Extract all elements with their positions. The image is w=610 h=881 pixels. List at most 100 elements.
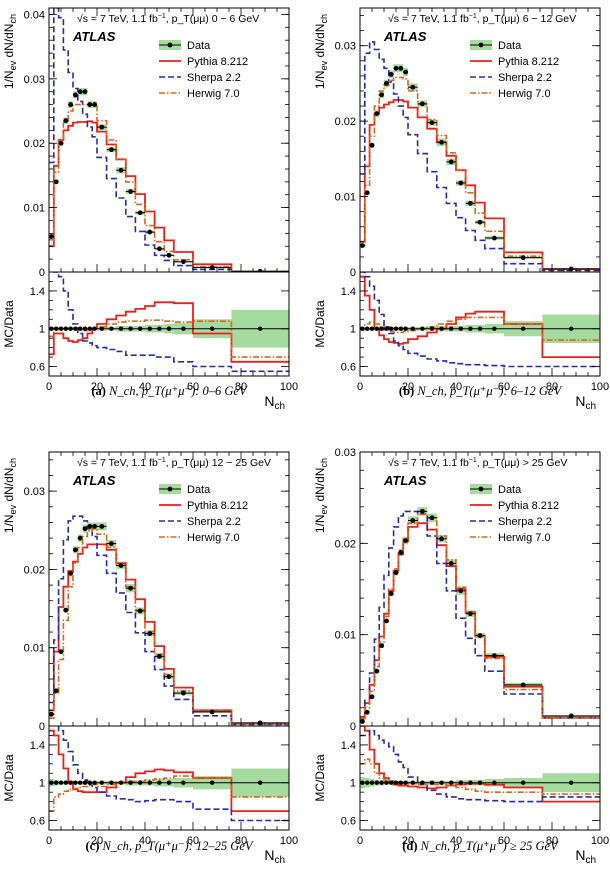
ratio-data-point [393, 780, 399, 785]
legend-label: Data [498, 484, 522, 496]
ratio-data-point [403, 780, 408, 785]
panel-a: 00.010.020.030.041/Nev dN/dNch √s = 7 TeV… [2, 7, 298, 412]
ratio-axis-title: MC/Data [2, 300, 16, 348]
pt-label: , p_T(μμ) 6 − 12 GeV [477, 13, 576, 25]
x-axis-title-text: N [575, 393, 585, 409]
x-tick-label: 60 [187, 835, 199, 847]
data-point [166, 674, 172, 680]
pt-label: , p_T(μμ) > 25 GeV [477, 457, 568, 469]
data-point [403, 69, 408, 75]
ratio-data-point [166, 326, 172, 331]
series-herwig-line [49, 103, 289, 272]
y-tick-label: 0.01 [24, 643, 45, 655]
ratio-data-point [118, 326, 124, 331]
legend-label: Pythia 8.212 [187, 500, 248, 512]
data-point [492, 235, 497, 241]
energy-label-text: √s = 7 TeV, 1.1 fb [77, 13, 158, 25]
ratio-data-point [63, 326, 68, 331]
ratio-data-point [58, 326, 64, 331]
panel-b: 00.010.020.031/Nev dN/dNch √s = 7 TeV, 1.… [313, 7, 609, 412]
ratio-data-point [492, 326, 497, 331]
x-axis-title: Nch [575, 847, 596, 866]
ratio-data-point [521, 780, 526, 785]
data-point [369, 142, 375, 148]
ratio-herwig-line [360, 316, 600, 341]
x-tick-label: 0 [46, 835, 52, 847]
ratio-data-point [210, 326, 215, 331]
ratio-y-tick-label: 1.4 [30, 740, 45, 752]
data-point [379, 92, 384, 98]
ratio-data-point [439, 780, 444, 785]
ratio-sherpa-line [360, 272, 600, 368]
data-point [77, 535, 83, 541]
series-sherpa-line [360, 41, 600, 272]
legend-label: Data [187, 484, 211, 496]
x-tick-label: 80 [235, 835, 247, 847]
ratio-data-point [374, 780, 379, 785]
data-point [398, 550, 404, 555]
ratio-plot [360, 272, 600, 368]
y-tick-label: 0.03 [335, 41, 356, 53]
data-point [360, 719, 365, 724]
data-point [137, 608, 143, 614]
ratio-data-point [58, 780, 64, 785]
ratio-data-point [369, 780, 375, 785]
data-point [448, 561, 454, 566]
series-pythia-line [49, 543, 289, 725]
x-tick-label: 20 [91, 381, 103, 393]
y-tick-label: 0.01 [335, 630, 356, 642]
ratio-data-point [92, 326, 97, 331]
y-axis-title: 1/Nev dN/dNch [313, 14, 329, 89]
ratio-plot [360, 726, 600, 803]
x-axis-title-sub: ch [585, 855, 596, 866]
y-tick-label: 0 [350, 721, 356, 733]
energy-label-sup: −1 [469, 457, 477, 464]
x-tick-label: 60 [498, 835, 510, 847]
main-plot [360, 41, 600, 272]
ratio-data-point [87, 780, 93, 785]
caption-letter: (d) [402, 839, 420, 853]
x-tick-label: 40 [450, 835, 462, 847]
x-tick-label: 0 [357, 381, 363, 393]
ratio-data-point [398, 780, 403, 785]
data-point [439, 139, 444, 145]
ratio-data-point [181, 780, 186, 785]
data-point [118, 167, 124, 173]
ratio-data-point [429, 780, 435, 785]
ratio-data-point [569, 326, 574, 331]
ratio-data-point [92, 780, 97, 785]
series-sherpa-line [49, 515, 289, 726]
data-point [257, 268, 263, 272]
legend-label: Data [187, 40, 211, 52]
ratio-sherpa-line [57, 726, 289, 822]
x-axis-title: Nch [575, 393, 596, 412]
caption-body: N_ch, p_T(μ⁺μ⁻) ≥ 25 GeV [420, 839, 559, 853]
x-tick-label: 40 [450, 381, 462, 393]
data-point [82, 526, 88, 532]
data-point [92, 102, 97, 107]
ratio-data-point [73, 780, 78, 785]
data-point [77, 89, 83, 95]
data-point [520, 255, 526, 261]
data-point [468, 200, 473, 206]
ratio-sherpa-line [53, 272, 289, 373]
y-tick-label: 0.03 [24, 74, 45, 86]
series-pythia-line [49, 120, 289, 272]
legend-label: Herwig 7.0 [187, 88, 240, 100]
x-tick-label: 40 [139, 835, 151, 847]
y-tick-label: 0.02 [335, 538, 356, 550]
y-tick-label: 0.01 [24, 203, 45, 215]
x-axis-title-text: N [264, 847, 274, 863]
data-point [99, 523, 105, 529]
legend-data-marker [167, 42, 173, 48]
ratio-y-tick-label: 1 [39, 324, 45, 336]
ratio-data-point [109, 326, 114, 331]
data-point [58, 649, 64, 655]
caption-body: N_ch, p_T(μ⁺μ⁻): 6–12 GeV [416, 384, 562, 398]
legend-data-marker [478, 42, 484, 48]
data-point [49, 711, 54, 717]
ratio-data-point [449, 326, 454, 331]
x-tick-label: 0 [357, 835, 363, 847]
ratio-data-point [449, 780, 454, 785]
